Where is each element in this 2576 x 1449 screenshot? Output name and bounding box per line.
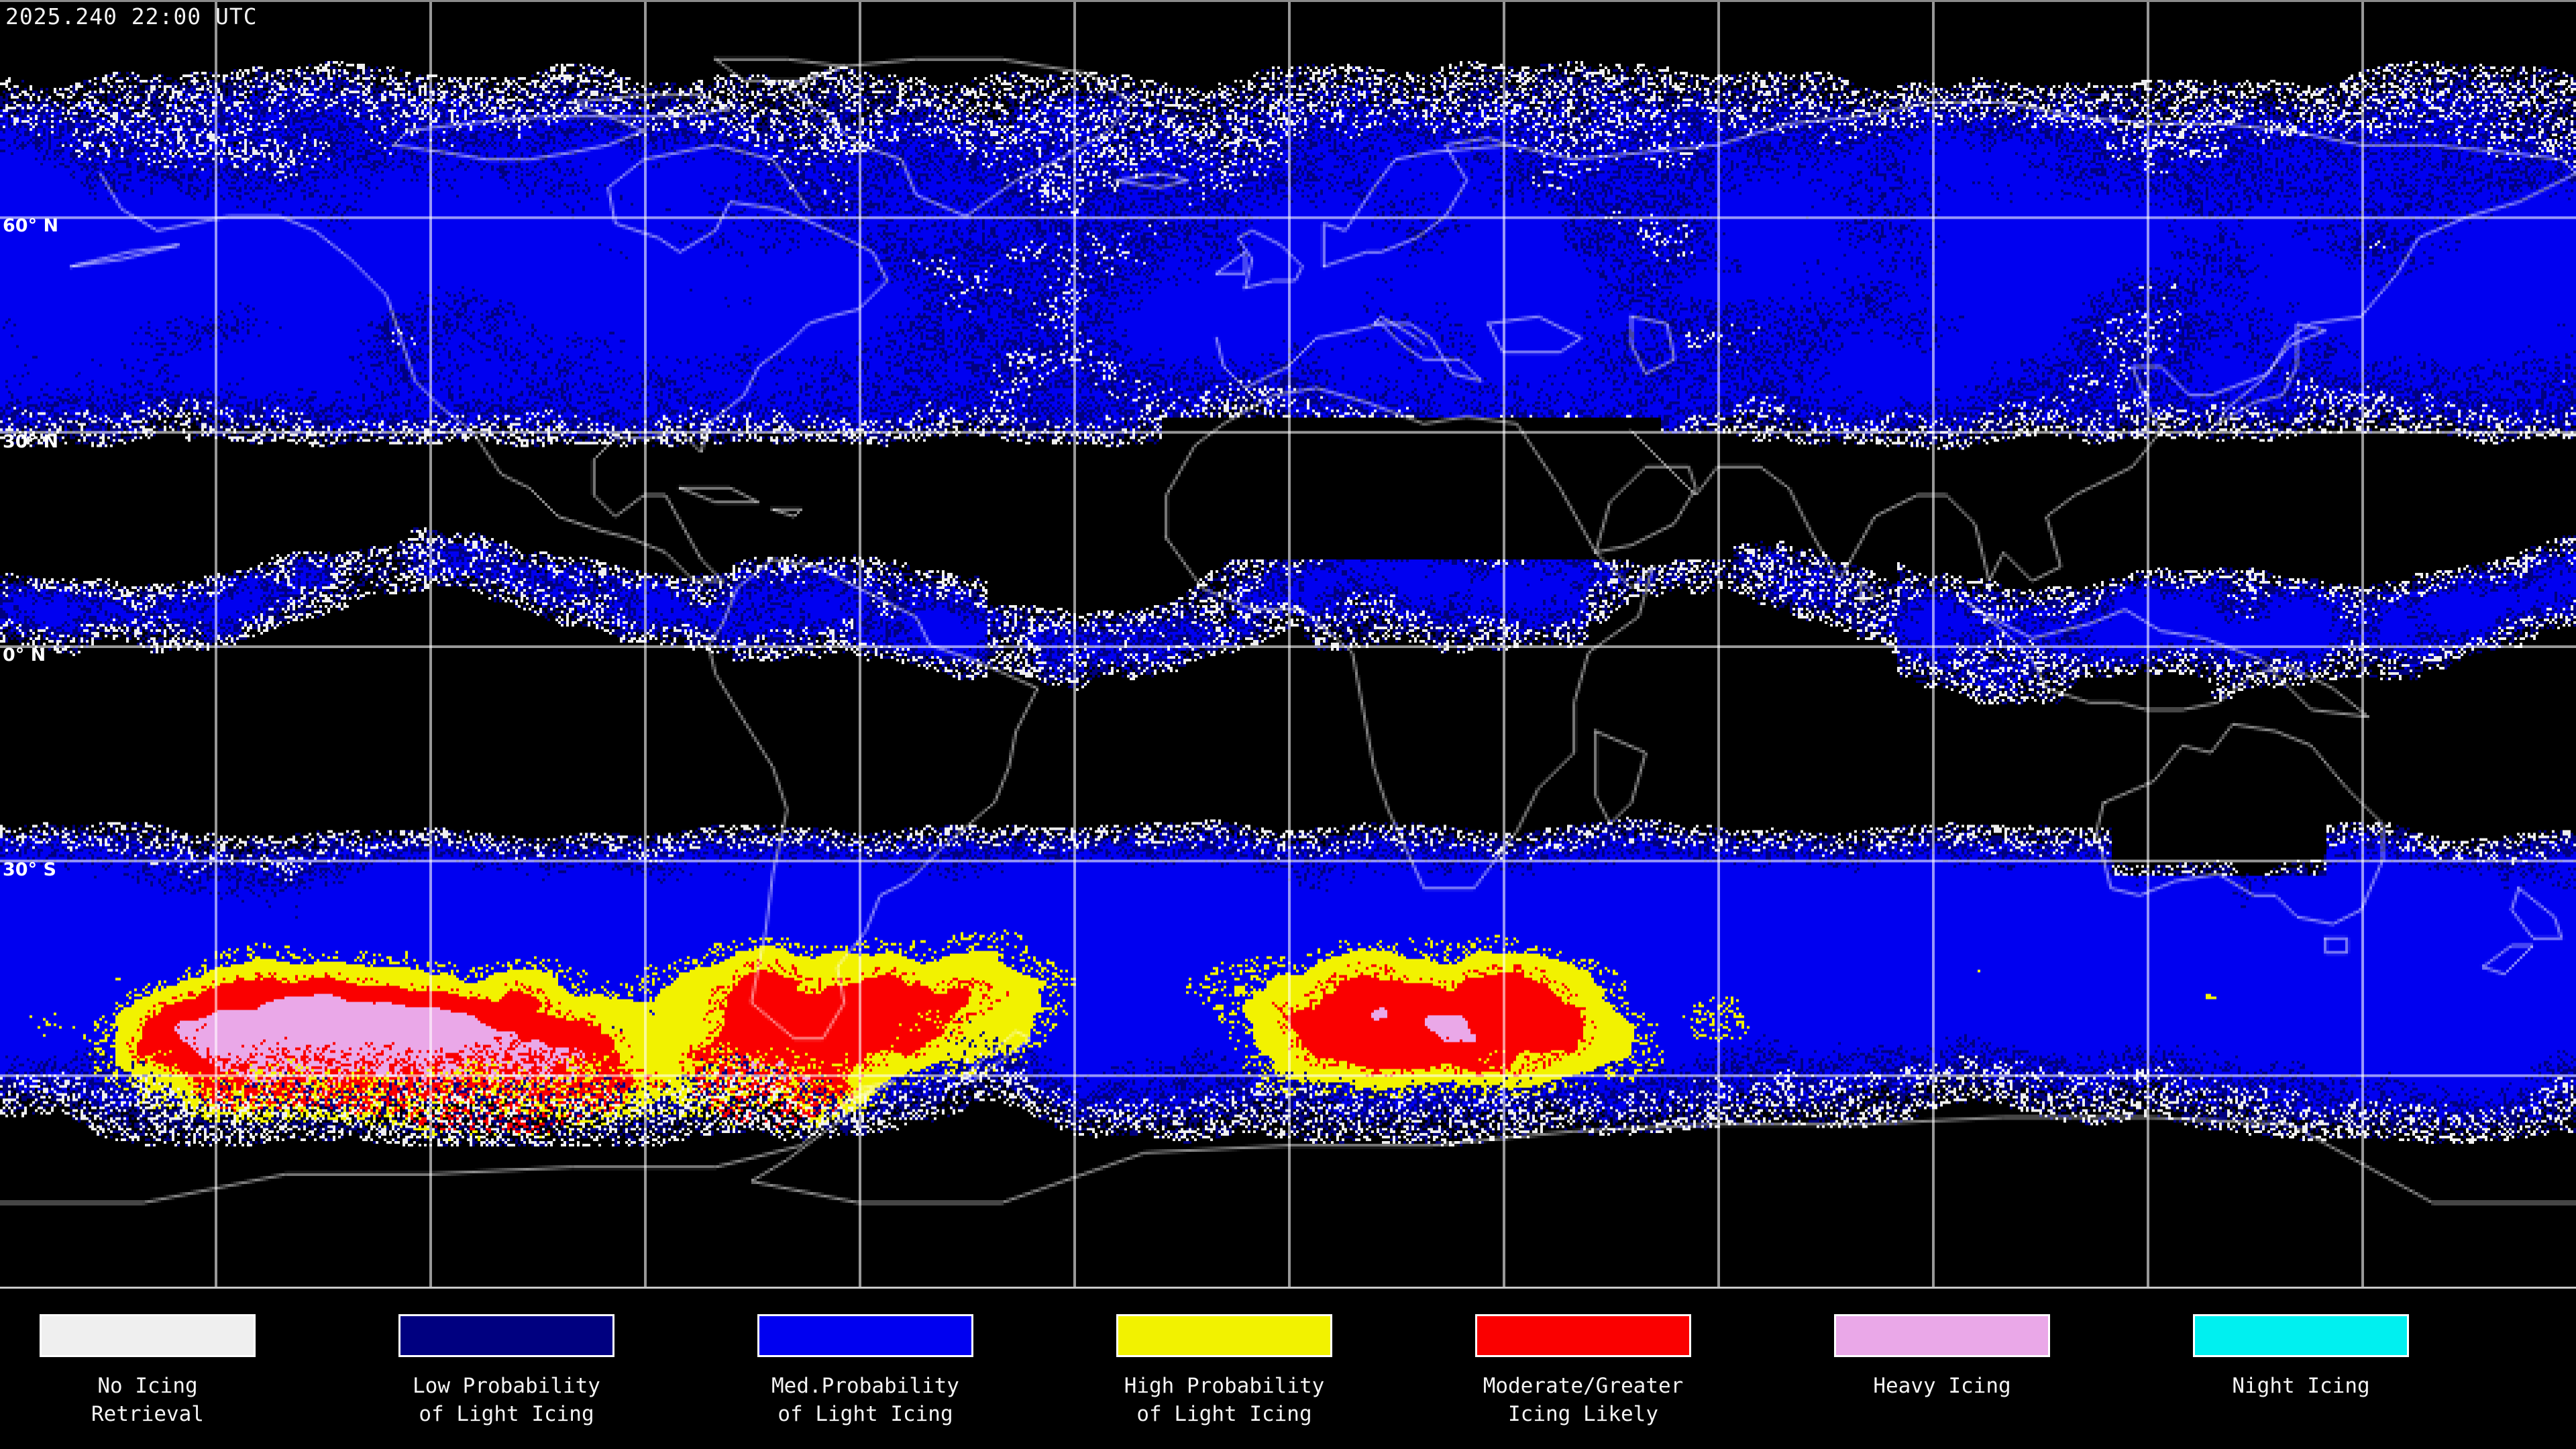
legend-swatch-moderate-greater-icing-likely <box>1475 1314 1691 1357</box>
legend-swatch-heavy-icing <box>1834 1314 2050 1357</box>
legend-swatch-night-icing <box>2193 1314 2409 1357</box>
legend-label-line2: of Light Icing <box>419 1402 594 1426</box>
legend-label-high-probability-light-icing: High Probability of Light Icing <box>1089 1372 1359 1428</box>
legend-label-no-icing-retrieval: No Icing Retrieval <box>13 1372 282 1428</box>
legend-swatch-med-probability-light-icing <box>757 1314 973 1357</box>
legend-label-med-probability-light-icing: Med.Probability of Light Icing <box>731 1372 1000 1428</box>
legend-label-line1: Heavy Icing <box>1873 1374 2011 1398</box>
lat-label-60n: 60° N <box>3 215 59 236</box>
legend-label-line1: Low Probability <box>413 1374 600 1398</box>
legend-item-heavy-icing: Heavy Icing <box>1834 1289 2050 1449</box>
legend-label-line1: No Icing <box>97 1374 198 1398</box>
lat-label-30s: 30° S <box>3 859 56 880</box>
legend-item-no-icing-retrieval: No Icing Retrieval <box>40 1289 256 1449</box>
global-icing-map[interactable]: 2025.240 22:00 UTC 60° N 30° N 0° N 30° … <box>0 2 2576 1289</box>
legend-label-line2: Retrieval <box>91 1402 204 1426</box>
legend-swatch-no-icing-retrieval <box>40 1314 256 1357</box>
legend-label-line2: of Light Icing <box>1136 1402 1312 1426</box>
legend-label-line1: Moderate/Greater <box>1483 1374 1684 1398</box>
legend-label-heavy-icing: Heavy Icing <box>1807 1372 2077 1400</box>
legend: No Icing Retrieval Low Probability of Light… <box>0 1289 2576 1449</box>
legend-label-line1: Night Icing <box>2232 1374 2370 1398</box>
legend-item-low-probability-light-icing: Low Probability of Light Icing <box>398 1289 614 1449</box>
legend-label-line1: Med.Probability <box>771 1374 959 1398</box>
map-raster[interactable] <box>0 2 2576 1289</box>
map-bottom-frame-rule <box>0 1287 2576 1289</box>
legend-label-moderate-greater-icing-likely: Moderate/Greater Icing Likely <box>1448 1372 1718 1428</box>
timestamp-label: 2025.240 22:00 UTC <box>5 3 258 30</box>
legend-label-low-probability-light-icing: Low Probability of Light Icing <box>372 1372 641 1428</box>
legend-item-night-icing: Night Icing <box>2193 1289 2409 1449</box>
legend-item-high-probability-light-icing: High Probability of Light Icing <box>1116 1289 1332 1449</box>
legend-label-line1: High Probability <box>1124 1374 1325 1398</box>
legend-swatch-low-probability-light-icing <box>398 1314 614 1357</box>
lat-label-30n: 30° N <box>3 431 59 452</box>
top-frame-rule <box>0 0 2576 2</box>
lat-label-0n: 0° N <box>3 645 46 665</box>
legend-item-med-probability-light-icing: Med.Probability of Light Icing <box>757 1289 973 1449</box>
legend-label-line2: Icing Likely <box>1508 1402 1658 1426</box>
legend-label-night-icing: Night Icing <box>2166 1372 2436 1400</box>
legend-label-line2: of Light Icing <box>777 1402 953 1426</box>
legend-item-moderate-greater-icing-likely: Moderate/Greater Icing Likely <box>1475 1289 1691 1449</box>
legend-swatch-high-probability-light-icing <box>1116 1314 1332 1357</box>
